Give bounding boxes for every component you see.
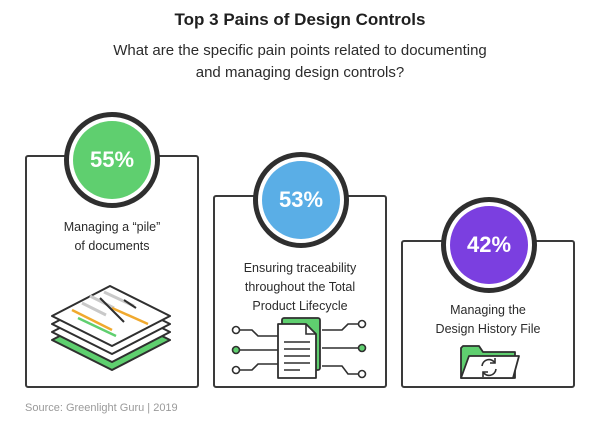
document-network-icon bbox=[231, 317, 367, 379]
folder-sync-icon bbox=[460, 345, 520, 379]
pain-label-line: Managing a “pile” bbox=[63, 220, 161, 234]
subtitle-line: and managing design controls? bbox=[195, 64, 405, 81]
document-stack-icon bbox=[51, 285, 171, 371]
percent-value: 42% bbox=[450, 206, 528, 284]
pain-label-line: of documents bbox=[74, 239, 150, 253]
pain-label-dhf: Managing the Design History File bbox=[401, 301, 575, 339]
page-subtitle: What are the specific pain points relate… bbox=[70, 40, 530, 84]
source-note: Source: Greenlight Guru | 2019 bbox=[25, 402, 178, 414]
pain-label-line: Design History File bbox=[435, 322, 541, 336]
percent-circle-dhf: 42% bbox=[441, 197, 537, 293]
pain-label-documents: Managing a “pile” of documents bbox=[25, 218, 199, 256]
pain-label-traceability: Ensuring traceability throughout the Tot… bbox=[213, 259, 387, 316]
pain-label-line: Managing the bbox=[450, 303, 526, 317]
pain-label-line: Ensuring traceability bbox=[243, 261, 357, 275]
subtitle-line: What are the specific pain points relate… bbox=[113, 42, 487, 59]
percent-value: 53% bbox=[262, 161, 340, 239]
percent-value: 55% bbox=[73, 121, 151, 199]
pain-label-line: throughout the Total bbox=[244, 280, 356, 294]
percent-circle-documents: 55% bbox=[64, 112, 160, 208]
percent-circle-traceability: 53% bbox=[253, 152, 349, 248]
page-title: Top 3 Pains of Design Controls bbox=[174, 10, 426, 29]
pain-label-line: Product Lifecycle bbox=[252, 299, 348, 313]
